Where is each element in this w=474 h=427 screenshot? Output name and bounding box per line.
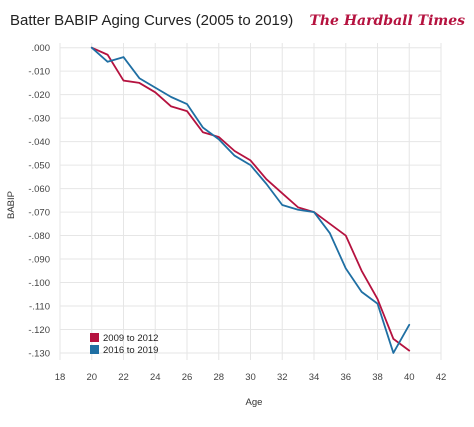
y-tick-label: -.090 [28, 255, 50, 266]
y-tick-label: -.120 [28, 325, 50, 336]
y-axis-label: BABIP [6, 191, 17, 219]
x-tick-label: 26 [182, 372, 193, 383]
x-tick-label: 34 [309, 372, 320, 383]
y-tick-label: -.050 [28, 161, 50, 172]
x-axis-label: Age [246, 397, 263, 408]
legend-swatch-0 [90, 333, 99, 342]
y-tick-label: -.040 [28, 137, 50, 148]
x-tick-label: 40 [404, 372, 415, 383]
x-tick-label: 42 [436, 372, 447, 383]
series-lines [90, 46, 411, 354]
legend-swatch-1 [90, 345, 99, 354]
y-tick-label: -.110 [29, 301, 50, 312]
y-tick-label: -.010 [28, 67, 50, 78]
x-tick-label: 24 [150, 372, 161, 383]
y-tick-label: -.100 [28, 278, 50, 289]
x-tick-label: 38 [372, 372, 383, 383]
series-line-0 [90, 46, 411, 352]
chart-title: Batter BABIP Aging Curves (2005 to 2019) [10, 12, 293, 29]
x-tick-label: 18 [55, 372, 66, 383]
x-tick-label: 36 [340, 372, 351, 383]
grid-lines [59, 43, 442, 360]
brand-logo: The Hardball Times [309, 13, 465, 29]
series-line-1 [90, 46, 411, 354]
x-tick-label: 30 [245, 372, 256, 383]
y-tick-label: .000 [32, 43, 51, 54]
y-tick-label: -.130 [28, 348, 50, 359]
legend-label-0: 2009 to 2012 [103, 333, 158, 344]
y-tick-label: -.060 [28, 184, 50, 195]
y-axis-ticks: .000 -.010 -.020 -.030 -.040 -.050 -.060 -.070 -… [28, 43, 50, 359]
x-tick-label: 22 [118, 372, 129, 383]
x-tick-label: 28 [213, 372, 224, 383]
y-tick-label: -.070 [28, 208, 50, 219]
y-tick-label: -.020 [28, 90, 50, 101]
legend-label-1: 2016 to 2019 [103, 345, 158, 356]
x-tick-label: 20 [86, 372, 97, 383]
y-tick-label: -.030 [28, 114, 50, 125]
x-axis-ticks: 18 20 22 24 26 28 30 32 34 36 38 40 42 [55, 372, 447, 383]
x-tick-label: 32 [277, 372, 288, 383]
y-tick-label: -.080 [28, 231, 50, 242]
